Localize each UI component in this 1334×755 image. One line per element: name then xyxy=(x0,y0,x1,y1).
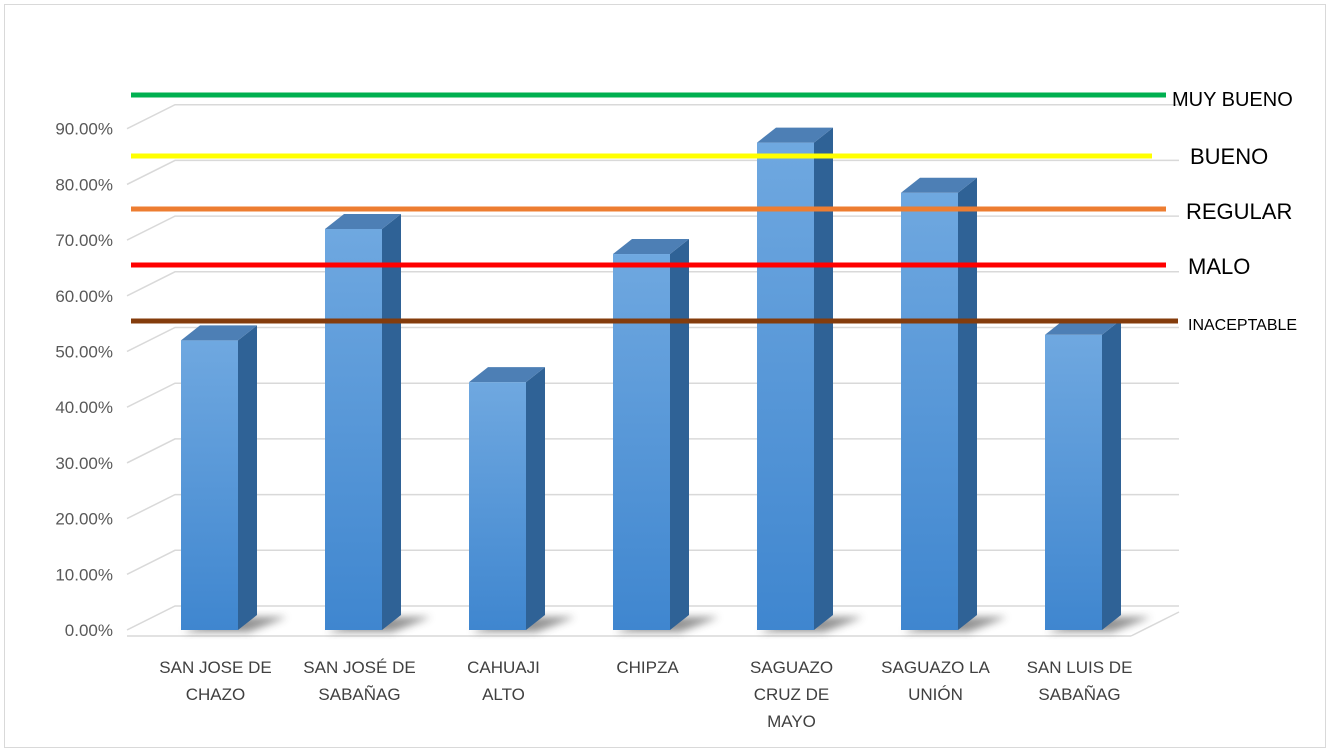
bar-top xyxy=(469,367,545,383)
gridline xyxy=(126,271,1179,297)
gridline xyxy=(126,159,1179,186)
x-tick-label: CAHUAJI ALTO xyxy=(467,658,540,704)
bar xyxy=(757,142,814,630)
bar xyxy=(469,382,526,630)
y-tick-label: 80.00% xyxy=(55,175,113,194)
bar xyxy=(181,340,238,630)
bar xyxy=(901,192,958,630)
bar-top xyxy=(613,239,689,255)
gridline xyxy=(126,382,1179,408)
reference-label: BUENO xyxy=(1190,144,1268,169)
reference-lines: MUY BUENO BUENO REGULAR MALO INACEPTABLE xyxy=(131,89,1297,334)
reference-label: MALO xyxy=(1188,254,1250,279)
y-tick-label: 40.00% xyxy=(55,398,113,417)
y-tick-label: 90.00% xyxy=(55,120,113,139)
gridline xyxy=(126,549,1179,575)
gridline xyxy=(126,438,1179,464)
bar-side xyxy=(670,239,689,630)
bar-side xyxy=(238,325,257,630)
y-tick-label: 20.00% xyxy=(55,510,113,529)
gridline xyxy=(126,215,1179,241)
bar-side xyxy=(526,367,545,630)
bars xyxy=(181,127,1121,630)
bar-side xyxy=(958,177,977,630)
bar-top xyxy=(901,177,977,193)
reference-label: INACEPTABLE xyxy=(1188,317,1297,334)
x-tick-label: SAGUAZO LA UNIÓN xyxy=(881,658,990,704)
y-tick-label: 60.00% xyxy=(55,287,113,306)
bar-top xyxy=(1045,319,1121,335)
bar-top xyxy=(757,127,833,143)
bar-side xyxy=(1102,319,1121,630)
x-tick-label: SAN LUIS DE SABAÑAG xyxy=(1027,658,1133,704)
bar-top xyxy=(181,325,257,341)
bar xyxy=(325,228,382,630)
x-tick-label: SAGUAZO CRUZ DE MAYO xyxy=(750,658,833,731)
bar-top xyxy=(325,213,401,229)
gridline xyxy=(126,605,1179,631)
y-tick-label: 70.00% xyxy=(55,231,113,250)
gridline xyxy=(126,103,1179,130)
reference-label: MUY BUENO xyxy=(1172,89,1293,111)
reference-label: REGULAR xyxy=(1186,199,1292,224)
y-axis-ticks: 0.00% 10.00% 20.00% 30.00% 40.00% 50.00% 60.00… xyxy=(55,120,113,640)
bar xyxy=(613,254,670,630)
x-tick-label: CHIPZA xyxy=(616,658,679,677)
x-tick-label: SAN JOSÉ DE SABAÑAG xyxy=(303,658,415,704)
y-tick-label: 30.00% xyxy=(55,454,113,473)
bar-side xyxy=(382,213,401,630)
x-axis-labels: SAN JOSE DE CHAZO SAN JOSÉ DE SABAÑAG CAHUAJ… xyxy=(159,658,1132,731)
y-tick-label: 50.00% xyxy=(55,343,113,362)
y-tick-label: 0.00% xyxy=(65,621,113,640)
gridlines xyxy=(126,103,1180,637)
bar-side xyxy=(814,127,833,630)
x-tick-label: SAN JOSE DE CHAZO xyxy=(159,658,271,704)
y-tick-label: 10.00% xyxy=(55,565,113,584)
floor-edge xyxy=(1130,611,1180,637)
gridline xyxy=(126,493,1179,520)
gridline xyxy=(126,326,1179,353)
bar xyxy=(1045,334,1102,630)
